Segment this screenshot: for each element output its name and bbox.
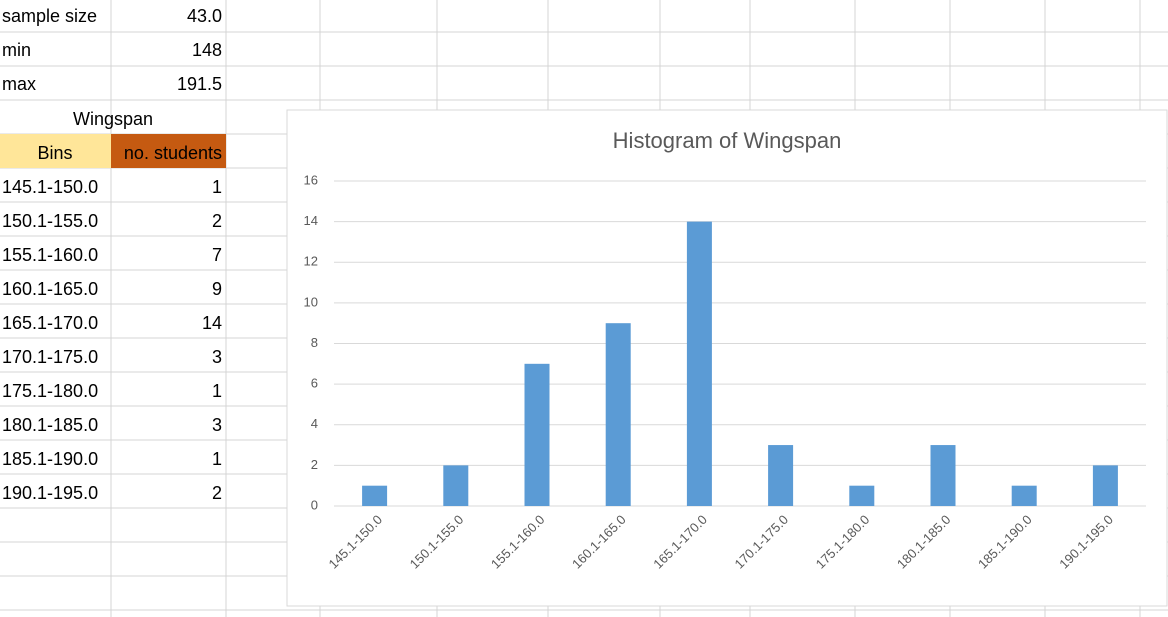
header-cell [111, 134, 226, 168]
header-text: Bins [37, 143, 72, 163]
header-cell [0, 134, 111, 168]
count-cell: 2 [212, 211, 222, 231]
count-cell: 9 [212, 279, 222, 299]
label-cell: max [2, 74, 36, 94]
y-tick-label: 10 [304, 294, 318, 309]
count-cell: 7 [212, 245, 222, 265]
count-cell: 1 [212, 177, 222, 197]
bar [1011, 485, 1037, 506]
bar [605, 323, 631, 506]
y-tick-label: 12 [304, 254, 318, 269]
cells: sample size 43.0 min 148 max 191.5 WingspanBin… [2, 6, 222, 503]
bin-cell: 165.1-170.0 [2, 313, 98, 333]
bin-cell: 175.1-180.0 [2, 381, 98, 401]
value-cell: 191.5 [177, 74, 222, 94]
bin-cell: 185.1-190.0 [2, 449, 98, 469]
count-cell: 1 [212, 449, 222, 469]
bin-cell: 170.1-175.0 [2, 347, 98, 367]
bar [443, 465, 469, 506]
bar [1092, 465, 1118, 506]
bar [524, 363, 550, 506]
bin-cell: 180.1-185.0 [2, 415, 98, 435]
y-tick-label: 0 [311, 497, 318, 512]
bar [362, 485, 388, 506]
count-cell: 1 [212, 381, 222, 401]
y-tick-label: 14 [304, 213, 318, 228]
chart-area [286, 109, 1168, 607]
header-text: no. students [124, 143, 222, 163]
bar [849, 485, 875, 506]
y-tick-label: 16 [304, 172, 318, 187]
y-tick-label: 4 [311, 416, 318, 431]
bin-cell: 155.1-160.0 [2, 245, 98, 265]
value-cell: 43.0 [187, 6, 222, 26]
chart-title: Histogram of Wingspan [613, 128, 842, 153]
label-cell: sample size [2, 6, 97, 26]
count-cell: 3 [212, 415, 222, 435]
label-cell: min [2, 40, 31, 60]
y-tick-label: 8 [311, 335, 318, 350]
value-cell: 148 [192, 40, 222, 60]
bin-cell: 150.1-155.0 [2, 211, 98, 231]
bar [686, 221, 712, 506]
bin-cell: 145.1-150.0 [2, 177, 98, 197]
count-cell: 3 [212, 347, 222, 367]
bar [930, 445, 956, 506]
bar [768, 445, 794, 506]
count-cell: 14 [202, 313, 222, 333]
table-title: Wingspan [73, 109, 153, 129]
bin-cell: 190.1-195.0 [2, 483, 98, 503]
y-tick-label: 6 [311, 376, 318, 391]
count-cell: 2 [212, 483, 222, 503]
bin-cell: 160.1-165.0 [2, 279, 98, 299]
y-tick-label: 2 [311, 457, 318, 472]
